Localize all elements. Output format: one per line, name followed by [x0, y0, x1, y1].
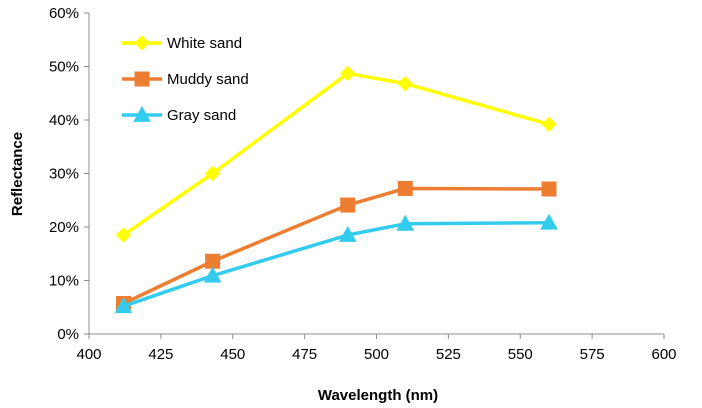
series-group	[114, 65, 558, 314]
series-gray-sand	[114, 213, 558, 314]
series-line	[121, 220, 551, 308]
legend-label: Muddy sand	[167, 71, 249, 88]
data-point	[204, 165, 221, 182]
data-point	[397, 75, 413, 92]
y-tick-label: 0%	[57, 326, 79, 343]
legend-marker	[134, 71, 150, 87]
data-point	[397, 180, 413, 196]
data-point	[340, 65, 356, 82]
data-point	[396, 214, 415, 231]
data-point	[540, 213, 558, 230]
x-tick-label: 500	[364, 346, 389, 363]
x-tick-label: 575	[580, 346, 605, 363]
data-point	[541, 181, 557, 197]
x-tick-label: 550	[508, 346, 533, 363]
x-tick-label: 525	[436, 346, 461, 363]
x-tick-label: 450	[220, 346, 245, 363]
legend-item-muddy-sand: Muddy sand	[122, 71, 249, 88]
data-point	[114, 297, 133, 314]
data-point	[338, 225, 357, 242]
y-axis-title: Reflectance	[9, 132, 26, 216]
data-point	[203, 266, 222, 283]
series-white-sand	[115, 65, 557, 243]
y-tick-label: 50%	[49, 59, 79, 76]
legend-marker	[133, 105, 151, 122]
x-tick-label: 400	[76, 346, 101, 363]
y-tick-label: 40%	[49, 112, 79, 129]
legend-marker	[134, 35, 150, 51]
x-axis-title: Wavelength (nm)	[318, 387, 438, 404]
axes: 0% 10% 20% 30% 40% 50% 60% 400 425 450 475 500 525 55…	[49, 5, 677, 363]
y-tick-label: 10%	[49, 273, 79, 290]
series-line	[121, 186, 551, 306]
data-point	[205, 253, 221, 269]
legend: White sand Muddy sand Gray sand	[122, 35, 249, 124]
data-point	[541, 116, 557, 132]
legend-label: Gray sand	[167, 107, 236, 124]
x-tick-label: 475	[292, 346, 317, 363]
x-tick-label: 600	[651, 346, 676, 363]
y-tick-label: 30%	[49, 166, 79, 183]
data-point	[340, 197, 356, 213]
legend-item-white-sand: White sand	[122, 35, 242, 52]
data-point	[115, 227, 132, 243]
y-tick-label: 20%	[49, 219, 79, 236]
legend-item-gray-sand: Gray sand	[122, 105, 236, 124]
legend-label: White sand	[167, 35, 242, 52]
x-tick-label: 425	[148, 346, 173, 363]
y-tick-label: 60%	[49, 5, 79, 22]
series-muddy-sand	[116, 180, 557, 312]
